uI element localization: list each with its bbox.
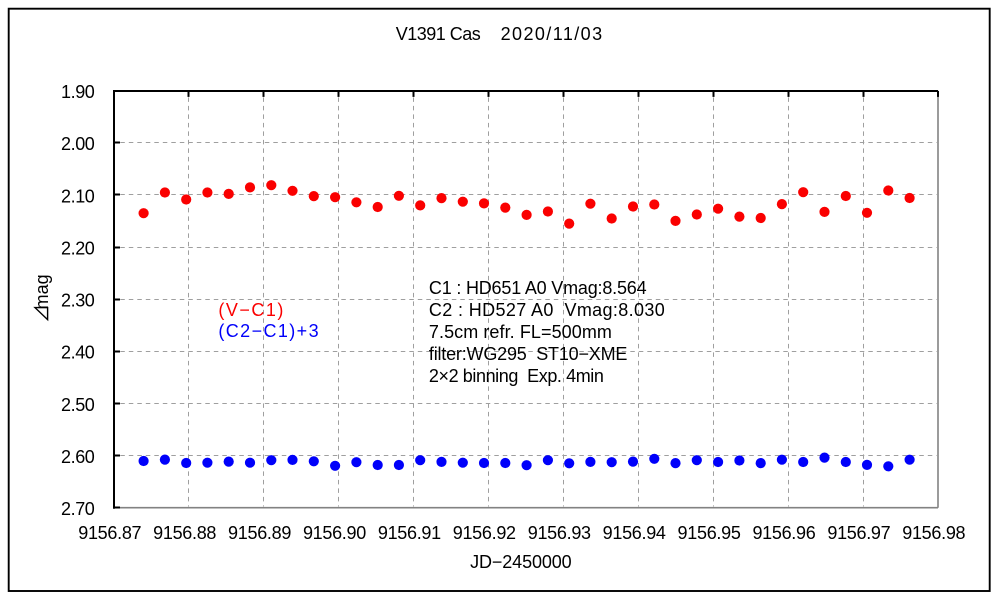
svg-text:2.30: 2.30: [61, 291, 95, 311]
svg-text:9156.92: 9156.92: [453, 523, 516, 543]
svg-text:(C2−C1)+3: (C2−C1)+3: [218, 321, 318, 341]
svg-text:9156.91: 9156.91: [378, 523, 441, 543]
svg-text:2.00: 2.00: [61, 134, 95, 154]
svg-text:9156.97: 9156.97: [827, 523, 890, 543]
svg-text:(V−C1): (V−C1): [218, 300, 283, 320]
svg-text:2.10: 2.10: [61, 186, 95, 206]
svg-text:9156.95: 9156.95: [678, 523, 741, 543]
svg-text:9156.88: 9156.88: [153, 523, 216, 543]
svg-text:9156.87: 9156.87: [78, 523, 141, 543]
svg-text:9156.93: 9156.93: [528, 523, 591, 543]
svg-text:2.50: 2.50: [61, 395, 95, 415]
svg-text:1.90: 1.90: [61, 82, 95, 102]
svg-text:2.60: 2.60: [61, 447, 95, 467]
svg-text:2.70: 2.70: [61, 499, 95, 519]
svg-text:JD−2450000: JD−2450000: [470, 552, 572, 572]
svg-text:9156.89: 9156.89: [228, 523, 291, 543]
svg-text:V1391 Cas: V1391 Cas: [396, 24, 481, 44]
svg-text:9156.98: 9156.98: [902, 523, 965, 543]
svg-text:7.5cm refr. FL=500mm: 7.5cm refr. FL=500mm: [429, 322, 612, 342]
svg-text:2.40: 2.40: [61, 343, 95, 363]
svg-text:C1 : HD651 A0 Vmag:8.564: C1 : HD651 A0 Vmag:8.564: [429, 278, 647, 298]
svg-text:2×2 binning Exp. 4min: 2×2 binning Exp. 4min: [429, 366, 604, 386]
svg-text:filter:WG295 ST10−XME: filter:WG295 ST10−XME: [429, 344, 628, 364]
svg-text:9156.96: 9156.96: [752, 523, 815, 543]
svg-text:9156.90: 9156.90: [303, 523, 366, 543]
svg-text:mag: mag: [32, 274, 52, 309]
svg-text:2.20: 2.20: [61, 239, 95, 259]
svg-text:9156.94: 9156.94: [603, 523, 666, 543]
svg-text:C2 : HD527 A0 Vmag:8.030: C2 : HD527 A0 Vmag:8.030: [429, 300, 665, 320]
